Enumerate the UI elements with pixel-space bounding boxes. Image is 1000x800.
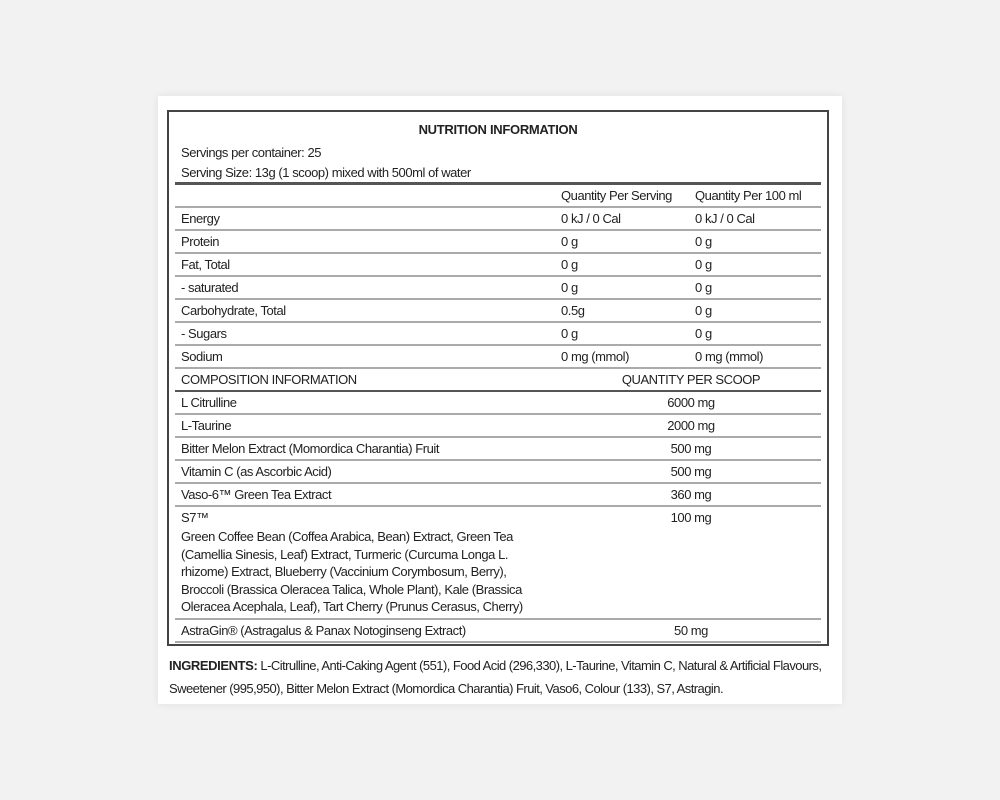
nutrient-name: Protein <box>181 234 220 249</box>
per-serving-value: 0 g <box>561 280 578 295</box>
quantity-value: 360 mg <box>670 487 712 502</box>
table-row: - Sugars 0 g 0 g <box>175 323 821 346</box>
table-row: - saturated 0 g 0 g <box>175 277 821 300</box>
per-serving-value: 0 kJ / 0 Cal <box>561 211 621 226</box>
quantity-value: 500 mg <box>670 441 712 456</box>
serving-size: Serving Size: 13g (1 scoop) mixed with 5… <box>181 165 471 180</box>
table-row: Vitamin C (as Ascorbic Acid) 500 mg <box>175 461 821 484</box>
ingredient-name: Vitamin C (as Ascorbic Acid) <box>181 464 332 479</box>
table-row: Bitter Melon Extract (Momordica Charanti… <box>175 438 821 461</box>
ingredients-label: INGREDIENTS: <box>169 658 258 673</box>
header-per-100ml: Quantity Per 100 ml <box>695 188 802 203</box>
quantity-header: QUANTITY PER SCOOP <box>621 372 761 387</box>
table-row: Protein 0 g 0 g <box>175 231 821 254</box>
per-100ml-value: 0 g <box>695 326 712 341</box>
composition-header-row: COMPOSITION INFORMATION QUANTITY PER SCO… <box>175 369 821 392</box>
quantity-value: 2000 mg <box>667 418 715 433</box>
nutrition-header-row: Quantity Per Serving Quantity Per 100 ml <box>175 182 821 208</box>
panel-title: NUTRITION INFORMATION <box>418 122 578 137</box>
per-100ml-value: 0 g <box>695 234 712 249</box>
nutrient-name: Sodium <box>181 349 223 364</box>
nutrient-name: - saturated <box>181 280 239 295</box>
per-serving-value: 0.5g <box>561 303 585 318</box>
ingredients-list: INGREDIENTS: L-Citrulline, Anti-Caking A… <box>169 655 839 700</box>
quantity-value: 6000 mg <box>667 395 715 410</box>
ingredients-text: L-Citrulline, Anti-Caking Agent (551), F… <box>169 658 822 696</box>
ingredient-name: L-Taurine <box>181 418 232 433</box>
ingredient-name: AstraGin® (Astragalus & Panax Notoginsen… <box>181 623 466 638</box>
per-serving-value: 0 mg (mmol) <box>561 349 629 364</box>
per-100ml-value: 0 kJ / 0 Cal <box>695 211 755 226</box>
nutrient-name: - Sugars <box>181 326 227 341</box>
header-per-serving: Quantity Per Serving <box>561 188 672 203</box>
nutrient-name: Carbohydrate, Total <box>181 303 286 318</box>
per-100ml-value: 0 g <box>695 280 712 295</box>
ingredient-name: S7™ <box>181 510 209 525</box>
per-serving-value: 0 g <box>561 257 578 272</box>
nutrient-name: Fat, Total <box>181 257 230 272</box>
table-row: Energy 0 kJ / 0 Cal 0 kJ / 0 Cal <box>175 208 821 231</box>
table-row: L-Taurine 2000 mg <box>175 415 821 438</box>
composition-header: COMPOSITION INFORMATION <box>181 372 357 387</box>
ingredient-name: Bitter Melon Extract (Momordica Charanti… <box>181 441 439 456</box>
table-row: L Citrulline 6000 mg <box>175 392 821 415</box>
s7-description: Green Coffee Bean (Coffea Arabica, Bean)… <box>181 529 523 614</box>
servings-per-container: Servings per container: 25 <box>181 145 322 160</box>
per-100ml-value: 0 mg (mmol) <box>695 349 763 364</box>
nutrition-table: Quantity Per Serving Quantity Per 100 ml… <box>175 182 821 643</box>
table-row: AstraGin® (Astragalus & Panax Notoginsen… <box>175 620 821 643</box>
quantity-value: 500 mg <box>670 464 712 479</box>
ingredient-name: L Citrulline <box>181 395 237 410</box>
table-row: Sodium 0 mg (mmol) 0 mg (mmol) <box>175 346 821 369</box>
ingredient-name: Vaso-6™ Green Tea Extract <box>181 487 332 502</box>
per-serving-value: 0 g <box>561 234 578 249</box>
nutrition-panel: NUTRITION INFORMATION Servings per conta… <box>167 110 829 646</box>
table-row: Fat, Total 0 g 0 g <box>175 254 821 277</box>
per-serving-value: 0 g <box>561 326 578 341</box>
table-row-s7: S7™ 100 mg Green Coffee Bean (Coffea Ara… <box>175 507 821 620</box>
nutrient-name: Energy <box>181 211 220 226</box>
table-row: Carbohydrate, Total 0.5g 0 g <box>175 300 821 323</box>
nutrition-label-card: NUTRITION INFORMATION Servings per conta… <box>158 96 842 704</box>
quantity-value: 100 mg <box>670 510 712 525</box>
per-100ml-value: 0 g <box>695 257 712 272</box>
table-row: Vaso-6™ Green Tea Extract 360 mg <box>175 484 821 507</box>
per-100ml-value: 0 g <box>695 303 712 318</box>
quantity-value: 50 mg <box>674 623 708 638</box>
